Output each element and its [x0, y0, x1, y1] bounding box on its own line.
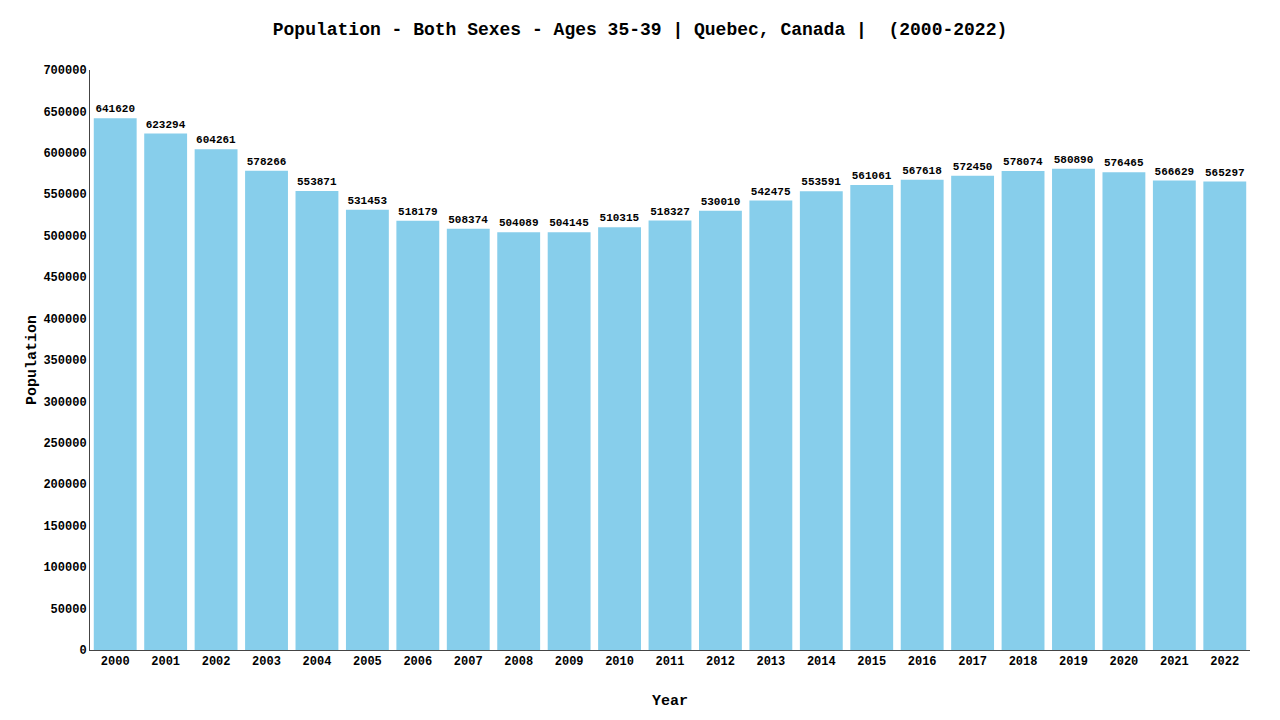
svg-text:2014: 2014 — [807, 655, 836, 669]
svg-text:510315: 510315 — [600, 212, 640, 224]
svg-text:2015: 2015 — [857, 655, 886, 669]
svg-text:2008: 2008 — [504, 655, 533, 669]
svg-text:565297: 565297 — [1205, 167, 1245, 179]
svg-text:623294: 623294 — [146, 119, 186, 131]
svg-text:604261: 604261 — [196, 134, 236, 146]
svg-text:2020: 2020 — [1110, 655, 1139, 669]
svg-text:561061: 561061 — [852, 170, 892, 182]
svg-text:553591: 553591 — [801, 176, 841, 188]
svg-text:531453: 531453 — [347, 195, 387, 207]
svg-text:576465: 576465 — [1104, 157, 1144, 169]
svg-text:508374: 508374 — [448, 214, 488, 226]
svg-text:553871: 553871 — [297, 176, 337, 188]
svg-text:350000: 350000 — [43, 354, 86, 368]
svg-text:2003: 2003 — [252, 655, 281, 669]
svg-text:650000: 650000 — [43, 106, 86, 120]
svg-text:150000: 150000 — [43, 520, 86, 534]
svg-text:567618: 567618 — [902, 165, 942, 177]
svg-text:580890: 580890 — [1054, 154, 1094, 166]
svg-text:578266: 578266 — [247, 156, 287, 168]
svg-text:2013: 2013 — [756, 655, 785, 669]
svg-text:2011: 2011 — [656, 655, 685, 669]
svg-text:641620: 641620 — [95, 103, 135, 115]
svg-text:2022: 2022 — [1210, 655, 1239, 669]
svg-text:600000: 600000 — [43, 147, 86, 161]
svg-text:500000: 500000 — [43, 230, 86, 244]
svg-text:2009: 2009 — [555, 655, 584, 669]
svg-text:2005: 2005 — [353, 655, 382, 669]
svg-text:504089: 504089 — [499, 217, 539, 229]
svg-text:542475: 542475 — [751, 186, 791, 198]
svg-text:300000: 300000 — [43, 396, 86, 410]
svg-text:2021: 2021 — [1160, 655, 1189, 669]
svg-text:566629: 566629 — [1155, 166, 1195, 178]
svg-text:400000: 400000 — [43, 313, 86, 327]
svg-text:2019: 2019 — [1059, 655, 1088, 669]
svg-text:100000: 100000 — [43, 561, 86, 575]
svg-text:200000: 200000 — [43, 478, 86, 492]
svg-text:2017: 2017 — [958, 655, 987, 669]
svg-text:50000: 50000 — [51, 603, 87, 617]
svg-text:572450: 572450 — [953, 161, 993, 173]
svg-text:530010: 530010 — [701, 196, 741, 208]
svg-text:700000: 700000 — [43, 64, 86, 78]
svg-text:518327: 518327 — [650, 206, 690, 218]
svg-text:2006: 2006 — [403, 655, 432, 669]
svg-text:2012: 2012 — [706, 655, 735, 669]
svg-text:2007: 2007 — [454, 655, 483, 669]
svg-text:250000: 250000 — [43, 437, 86, 451]
svg-text:2000: 2000 — [101, 655, 130, 669]
svg-text:Year: Year — [652, 693, 688, 710]
svg-text:2016: 2016 — [908, 655, 937, 669]
svg-text:2001: 2001 — [151, 655, 180, 669]
svg-text:578074: 578074 — [1003, 156, 1043, 168]
svg-text:2004: 2004 — [303, 655, 332, 669]
svg-text:Population: Population — [24, 315, 41, 405]
svg-text:2010: 2010 — [605, 655, 634, 669]
svg-text:0: 0 — [79, 644, 86, 658]
svg-text:518179: 518179 — [398, 206, 438, 218]
svg-text:Population - Both Sexes - Ages: Population - Both Sexes - Ages 35-39 | Q… — [273, 20, 1008, 40]
svg-text:2018: 2018 — [1009, 655, 1038, 669]
svg-text:504145: 504145 — [549, 217, 589, 229]
svg-text:550000: 550000 — [43, 188, 86, 202]
svg-text:2002: 2002 — [202, 655, 231, 669]
svg-text:450000: 450000 — [43, 271, 86, 285]
